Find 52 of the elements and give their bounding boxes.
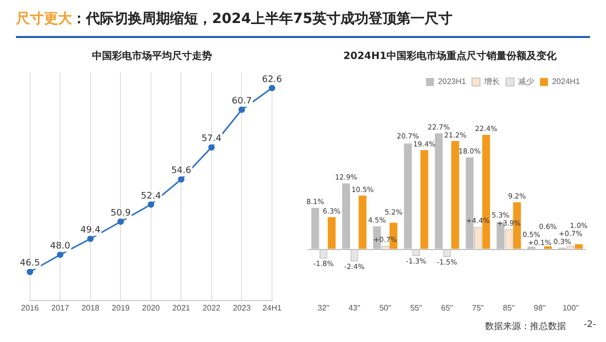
point <box>238 106 245 113</box>
x-tick-label: 100" <box>562 303 579 312</box>
text: 尺寸更大 <box>16 11 72 27</box>
x-tick-label: 85" <box>502 303 515 312</box>
x-tick-label: 2016 <box>21 303 40 312</box>
x-tick-label: 75" <box>472 303 484 312</box>
bar <box>544 246 552 249</box>
data-label: 62.6 <box>262 74 282 85</box>
x-tick-label: 2022 <box>202 303 221 312</box>
x-tick-label: 24H1 <box>262 303 282 312</box>
x-tick-label: 32" <box>318 303 330 312</box>
x-tick-label: 2023 <box>232 303 252 312</box>
data-label: 54.6 <box>171 166 192 176</box>
x-tick-label: 55" <box>410 303 422 312</box>
text: -2- <box>584 320 596 330</box>
data-label: 50.9 <box>110 208 131 218</box>
point <box>268 84 276 92</box>
legend-label: 增长 <box>482 77 500 86</box>
x-tick-label: 2019 <box>112 303 130 312</box>
bar <box>358 196 366 249</box>
chart-title: 2024H1中国彩电市场重点尺寸销量份额及变化 <box>342 49 558 64</box>
point <box>148 201 154 208</box>
chart-title: 中国彩电市场平均尺寸走势 <box>91 49 213 64</box>
data-label: 48.0 <box>50 242 70 252</box>
source-note: 数据来源：推总数据 <box>485 320 566 333</box>
point <box>26 268 34 276</box>
x-tick-label: 50" <box>379 303 392 312</box>
data-label: 60.7 <box>232 96 252 107</box>
bar <box>420 150 428 249</box>
x-tick-label: 2017 <box>51 303 70 312</box>
point <box>56 251 64 258</box>
bar <box>451 140 460 249</box>
point <box>208 144 215 151</box>
x-tick-label: 65" <box>441 303 454 312</box>
point <box>87 235 94 242</box>
x-tick-label: 43" <box>348 303 360 312</box>
data-label: 49.4 <box>80 226 101 236</box>
x-tick-label: 2021 <box>172 303 191 312</box>
legend-label: 2023H1 <box>438 77 467 86</box>
data-label: 46.5 <box>20 258 40 269</box>
data-label: 57.4 <box>201 134 222 144</box>
x-tick-label: 98" <box>534 303 546 312</box>
bar <box>574 244 583 249</box>
text: ：代际切换周期缩短，2024上半年75英寸成功登顶第一尺寸 <box>72 11 452 27</box>
data-label: 52.4 <box>140 191 162 202</box>
bar <box>328 217 336 249</box>
legend-label: 2024H1 <box>552 77 581 86</box>
x-tick-label: 2018 <box>82 303 100 312</box>
point <box>178 176 184 183</box>
x-tick-label: 2020 <box>142 303 160 312</box>
point <box>117 218 124 225</box>
legend-label: 减少 <box>518 77 534 86</box>
